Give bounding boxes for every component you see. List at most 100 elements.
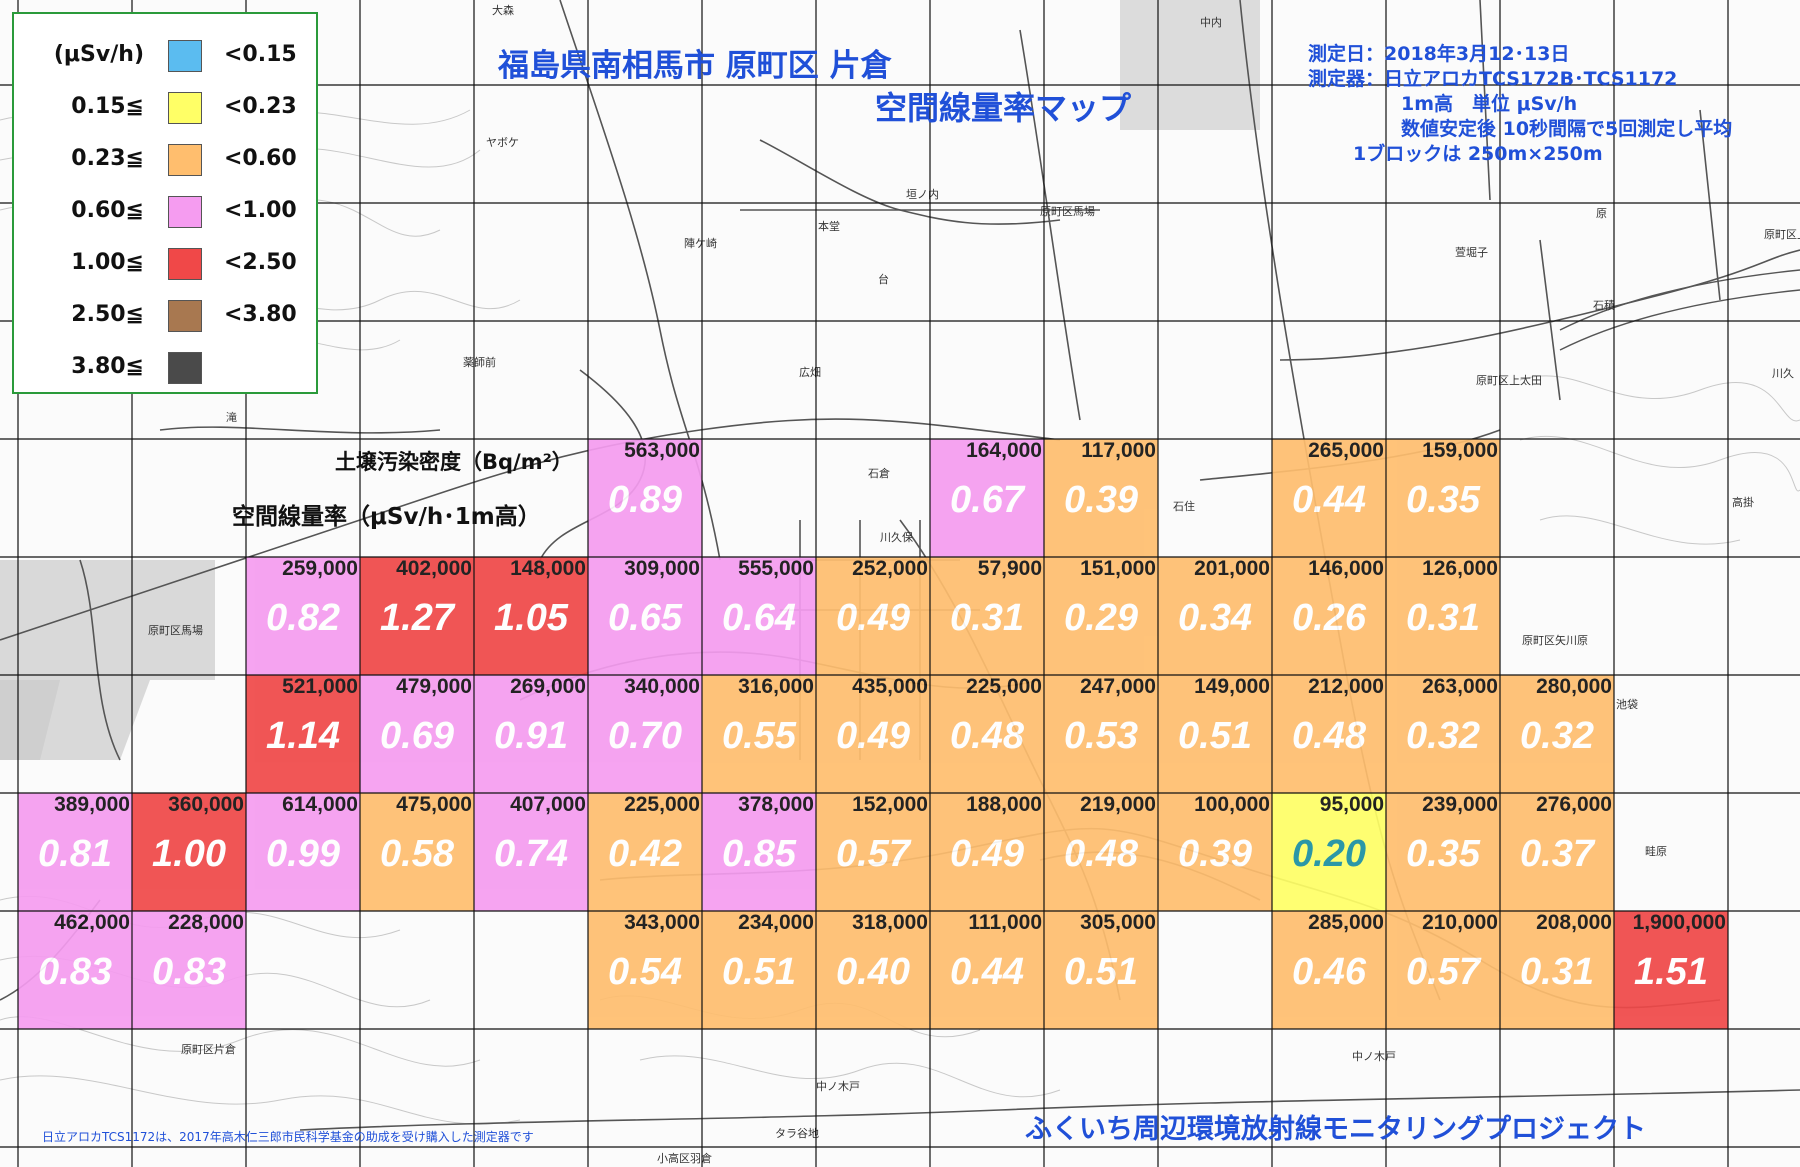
soil-density-value: 126,000 bbox=[1422, 557, 1498, 580]
dose-rate-value: 0.31 bbox=[1520, 951, 1594, 993]
soil-density-value: 309,000 bbox=[624, 557, 700, 580]
dose-rate-value: 0.37 bbox=[1520, 833, 1594, 875]
dose-rate-value: 1.14 bbox=[266, 715, 340, 757]
soil-density-value: 234,000 bbox=[738, 911, 814, 934]
legend: (μSv/h) <0.15 0.15≦ <0.23 0.23≦ <0.60 0.60≦ <1.… bbox=[12, 12, 318, 394]
place-name: 広畑 bbox=[799, 366, 821, 379]
place-name: 垣ノ内 bbox=[906, 188, 939, 201]
map-title: 福島県南相馬市 原町区 片倉 bbox=[498, 48, 892, 84]
soil-density-value: 111,000 bbox=[968, 911, 1042, 934]
dose-rate-value: 0.55 bbox=[722, 715, 796, 757]
dose-rate-value: 0.57 bbox=[1406, 951, 1480, 993]
soil-density-value: 247,000 bbox=[1080, 675, 1156, 698]
dose-rate-value: 0.51 bbox=[1178, 715, 1252, 757]
place-name: 小高区羽倉 bbox=[657, 1152, 712, 1165]
dose-rate-value: 0.64 bbox=[722, 597, 796, 639]
measurement-cell: 269,000 0.91 bbox=[474, 675, 588, 793]
soil-density-value: 475,000 bbox=[396, 793, 472, 816]
soil-density-value: 208,000 bbox=[1536, 911, 1612, 934]
legend-swatch bbox=[168, 196, 202, 228]
dose-rate-value: 0.40 bbox=[836, 951, 910, 993]
legend-max: <1.00 bbox=[224, 198, 297, 223]
measurement-cell: 265,000 0.44 bbox=[1272, 439, 1386, 557]
soil-density-value: 146,000 bbox=[1308, 557, 1384, 580]
dose-rate-value: 0.29 bbox=[1064, 597, 1138, 639]
soil-density-value: 269,000 bbox=[510, 675, 586, 698]
measurement-cell: 378,000 0.85 bbox=[702, 793, 816, 911]
place-name: 中ノ木戸 bbox=[1352, 1050, 1396, 1063]
legend-row: 2.50≦ <3.80 bbox=[14, 288, 316, 340]
legend-swatch bbox=[168, 352, 202, 384]
measurement-cell: 164,000 0.67 bbox=[930, 439, 1044, 557]
soil-density-value: 210,000 bbox=[1422, 911, 1498, 934]
legend-row: 0.60≦ <1.00 bbox=[14, 184, 316, 236]
legend-min: 2.50≦ bbox=[71, 302, 144, 327]
measurement-cell: 479,000 0.69 bbox=[360, 675, 474, 793]
place-name: 台 bbox=[878, 273, 889, 286]
dose-rate-value: 0.53 bbox=[1064, 715, 1138, 757]
dose-rate-value: 0.26 bbox=[1292, 597, 1366, 639]
place-name: 川久 bbox=[1772, 367, 1794, 380]
measurement-cell: 252,000 0.49 bbox=[816, 557, 930, 675]
block-size: 1ブロックは 250m×250m bbox=[1353, 143, 1603, 165]
measurement-cell: 159,000 0.35 bbox=[1386, 439, 1500, 557]
soil-density-value: 151,000 bbox=[1080, 557, 1156, 580]
place-name: 川久保 bbox=[880, 531, 913, 544]
dose-rate-value: 1.00 bbox=[152, 833, 226, 875]
legend-min: (μSv/h) bbox=[53, 42, 144, 67]
measurement-cell: 228,000 0.83 bbox=[132, 911, 246, 1029]
place-name: 大森 bbox=[492, 4, 514, 17]
soil-density-value: 159,000 bbox=[1422, 439, 1498, 462]
measurement-cell: 407,000 0.74 bbox=[474, 793, 588, 911]
measurement-cell: 247,000 0.53 bbox=[1044, 675, 1158, 793]
dose-rate-value: 0.89 bbox=[608, 479, 682, 521]
dose-rate-value: 0.20 bbox=[1292, 833, 1366, 875]
dose-rate-value: 0.91 bbox=[494, 715, 568, 757]
soil-density-value: 100,000 bbox=[1194, 793, 1270, 816]
place-name: タラ谷地 bbox=[775, 1127, 819, 1140]
measurement-method: 数値安定後 10秒間隔で5回測定し平均 bbox=[1401, 118, 1733, 140]
dose-rate-value: 0.67 bbox=[950, 479, 1024, 521]
legend-max: <3.80 bbox=[224, 302, 297, 327]
measurement-cell: 57,900 0.31 bbox=[930, 557, 1044, 675]
place-name: 原町区馬場 bbox=[148, 624, 203, 637]
place-name: 中ノ木戸 bbox=[816, 1080, 860, 1093]
dose-rate-value: 0.83 bbox=[38, 951, 112, 993]
place-name: 中内 bbox=[1200, 16, 1222, 29]
place-name: 陣ケ崎 bbox=[684, 237, 717, 250]
measurement-cell: 225,000 0.42 bbox=[588, 793, 702, 911]
soil-density-value: 212,000 bbox=[1308, 675, 1384, 698]
measurement-cell: 117,000 0.39 bbox=[1044, 439, 1158, 557]
dose-rate-value: 0.48 bbox=[1292, 715, 1366, 757]
soil-density-value: 402,000 bbox=[396, 557, 472, 580]
dose-rate-value: 0.85 bbox=[722, 833, 796, 875]
soil-density-value: 225,000 bbox=[624, 793, 700, 816]
measurement-cell: 208,000 0.31 bbox=[1500, 911, 1614, 1029]
place-name: 石倉 bbox=[868, 467, 890, 480]
measurement-cell: 151,000 0.29 bbox=[1044, 557, 1158, 675]
measurement-device: 測定器：日立アロカTCS172B･TCS1172 bbox=[1308, 68, 1678, 90]
dose-rate-value: 0.74 bbox=[494, 833, 568, 875]
legend-swatch bbox=[168, 144, 202, 176]
measurement-cell: 475,000 0.58 bbox=[360, 793, 474, 911]
place-name: 原町区上太田 bbox=[1476, 374, 1542, 387]
dose-rate-value: 0.46 bbox=[1292, 951, 1366, 993]
soil-density-value: 563,000 bbox=[624, 439, 700, 462]
measurement-cell: 521,000 1.14 bbox=[246, 675, 360, 793]
dose-rate-value: 0.31 bbox=[950, 597, 1024, 639]
dose-rate-value: 0.51 bbox=[722, 951, 796, 993]
measurement-cell: 111,000 0.44 bbox=[930, 911, 1044, 1029]
soil-density-value: 263,000 bbox=[1422, 675, 1498, 698]
soil-density-value: 407,000 bbox=[510, 793, 586, 816]
measurement-cell: 614,000 0.99 bbox=[246, 793, 360, 911]
map-subtitle: 空間線量率マップ bbox=[875, 89, 1132, 127]
measurement-cell: 219,000 0.48 bbox=[1044, 793, 1158, 911]
soil-density-value: 462,000 bbox=[54, 911, 130, 934]
legend-row: 0.23≦ <0.60 bbox=[14, 132, 316, 184]
dose-rate-value: 0.42 bbox=[608, 833, 682, 875]
measurement-cell: 234,000 0.51 bbox=[702, 911, 816, 1029]
legend-min: 0.15≦ bbox=[71, 94, 144, 119]
place-name: 原 bbox=[1596, 207, 1607, 220]
soil-density-value: 117,000 bbox=[1081, 439, 1156, 462]
dose-rate-value: 0.81 bbox=[38, 833, 112, 875]
